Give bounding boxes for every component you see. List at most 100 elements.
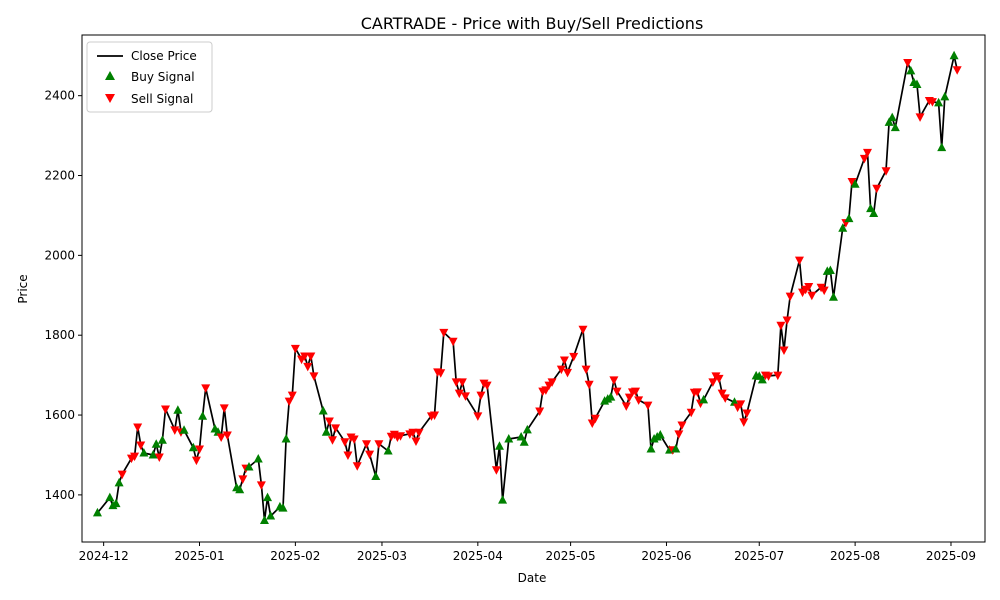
sell-signal-marker <box>365 450 375 460</box>
sell-signal-marker <box>587 419 597 429</box>
buy-signal-marker <box>151 439 161 448</box>
x-tick-label: 2024-12 <box>79 549 129 563</box>
sell-signal-marker <box>559 356 569 365</box>
sell-signal-marker <box>133 423 143 433</box>
sell-signal-marker <box>448 337 458 347</box>
sell-signal-marker <box>584 380 594 390</box>
sell-signal-marker <box>643 401 653 411</box>
buy-signal-marker <box>890 122 900 132</box>
buy-signal-marker <box>244 461 254 471</box>
sell-signal-marker <box>764 372 774 381</box>
x-tick-label: 2025-06 <box>641 549 691 563</box>
sell-signal-marker <box>287 391 297 401</box>
sell-signal-marker <box>714 374 724 384</box>
sell-signal-marker <box>624 393 634 403</box>
sell-signal-marker <box>881 167 891 176</box>
sell-signal-marker <box>862 148 872 158</box>
sell-signal-marker <box>547 378 557 387</box>
legend-buy-label: Buy Signal <box>131 70 195 84</box>
sell-signal-marker <box>457 378 467 387</box>
sell-signal-marker <box>195 445 205 454</box>
sell-signal-marker <box>677 421 687 431</box>
sell-signal-marker <box>362 440 372 449</box>
buy-signal-marker <box>92 507 102 517</box>
buy-signal-marker <box>869 208 879 217</box>
sell-signal-marker <box>201 384 211 393</box>
buy-signal-marker <box>850 179 860 188</box>
sell-signal-marker <box>136 441 146 450</box>
buy-signal-marker <box>179 425 189 434</box>
x-tick-label: 2025-08 <box>830 549 880 563</box>
buy-signal-marker <box>235 484 245 494</box>
sell-signal-marker <box>739 418 749 427</box>
sell-signal-marker <box>327 436 337 445</box>
sell-signal-marker <box>408 428 418 438</box>
y-tick-label: 2400 <box>44 89 75 103</box>
sell-signal-marker <box>454 389 464 399</box>
buy-signal-marker <box>259 515 269 524</box>
y-tick-label: 2000 <box>44 248 75 262</box>
x-tick-label: 2025-01 <box>174 549 224 563</box>
plot-background <box>82 35 985 542</box>
sell-signal-marker <box>256 481 266 490</box>
buy-signal-marker <box>111 498 121 508</box>
buy-signal-marker <box>838 223 848 232</box>
sell-signal-marker <box>331 424 341 433</box>
sell-signal-marker <box>303 362 313 372</box>
buy-signal-marker <box>157 435 167 444</box>
buy-signal-marker <box>912 79 922 89</box>
sell-signal-marker <box>776 321 786 331</box>
sell-signal-marker <box>612 387 622 397</box>
sell-signal-marker <box>581 365 591 375</box>
buy-signal-marker <box>606 392 616 401</box>
sell-signal-marker <box>222 431 232 441</box>
buy-signal-marker <box>148 449 158 459</box>
buy-signal-marker <box>105 492 115 502</box>
sell-signal-marker <box>819 286 829 296</box>
sell-signal-marker <box>306 352 316 361</box>
sell-signal-marker <box>482 381 492 391</box>
sell-signal-marker <box>309 372 319 381</box>
sell-signal-marker <box>340 438 350 447</box>
sell-signal-marker <box>352 462 362 471</box>
buy-signal-marker <box>504 434 514 443</box>
y-tick-label: 1600 <box>44 408 75 422</box>
legend: Close Price Buy Signal Sell Signal <box>86 41 213 113</box>
buy-signal-marker <box>188 442 198 452</box>
chart-title: CARTRADE - Price with Buy/Sell Predictio… <box>361 14 704 33</box>
sell-signal-marker <box>952 66 962 75</box>
buy-signal-marker <box>887 112 897 122</box>
sell-signal-marker <box>491 466 501 475</box>
sell-signal-marker <box>736 400 746 409</box>
sell-signal-marker <box>439 328 449 338</box>
buy-signal-marker <box>866 203 876 213</box>
plot-area: 2024-12 2025-01 2025-02 2025-03 2025-04 2025-… <box>44 34 986 563</box>
sell-signal-marker <box>117 470 127 480</box>
sell-signal-marker <box>130 452 140 462</box>
buy-signal-marker <box>825 265 835 275</box>
sell-signal-marker <box>569 352 579 362</box>
buy-signal-marker <box>253 453 263 463</box>
sell-signal-marker <box>785 292 795 302</box>
buy-signal-marker <box>173 405 183 414</box>
sell-signal-marker <box>284 397 294 407</box>
sell-signal-marker <box>859 154 869 164</box>
sell-signal-marker <box>191 456 201 466</box>
sell-signal-marker <box>674 430 684 439</box>
legend-close-label: Close Price <box>131 49 197 63</box>
sell-signal-marker <box>238 475 248 484</box>
sell-signal-marker <box>460 392 470 401</box>
x-axis-label: Date <box>518 571 547 585</box>
buy-signal-marker <box>494 441 504 450</box>
plot-frame <box>81 34 986 543</box>
sell-signal-marker <box>609 376 619 385</box>
sell-signal-marker <box>535 407 545 417</box>
sell-signal-marker <box>927 98 937 107</box>
buy-signal-marker <box>114 477 124 487</box>
buy-signal-marker <box>383 445 393 455</box>
sell-signal-marker <box>915 113 925 122</box>
buy-signal-marker <box>937 142 947 152</box>
legend-sell-label: Sell Signal <box>131 92 193 106</box>
buy-signal-marker <box>646 443 656 453</box>
